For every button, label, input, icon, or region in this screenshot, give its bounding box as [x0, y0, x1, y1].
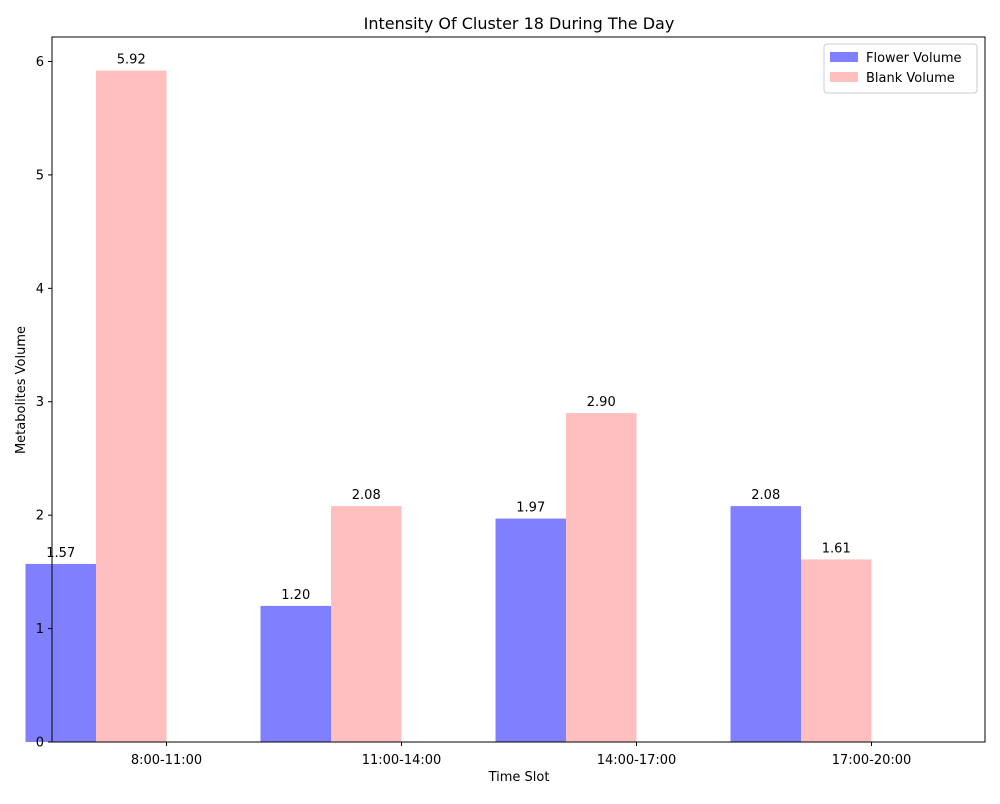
y-tick-label: 2 [36, 509, 44, 524]
legend-swatch [830, 52, 858, 62]
x-tick-label: 14:00-17:00 [597, 753, 677, 768]
data-label: 2.08 [352, 488, 381, 503]
x-axis-label: Time Slot [488, 770, 550, 785]
x-tick-label: 8:00-11:00 [131, 753, 202, 768]
legend: Flower Volume Blank Volume [823, 43, 978, 94]
legend-label: Flower Volume [866, 51, 962, 66]
x-tick-label: 11:00-14:00 [362, 753, 442, 768]
bar-blank-volume-3 [801, 559, 872, 742]
y-axis-label: Metabolites Volume [14, 326, 29, 454]
legend-frame [823, 43, 978, 94]
y-tick-label: 4 [36, 282, 44, 297]
x-axis-ticks: 8:00-11:00 11:00-14:00 14:00-17:00 17:00-20… [131, 742, 911, 768]
bar-blank-volume-0 [96, 70, 167, 743]
y-axis-ticks: 0 1 2 3 4 5 6 [36, 55, 52, 751]
data-label: 1.97 [516, 501, 545, 516]
data-label: 5.92 [117, 53, 146, 68]
plot-frame [51, 36, 986, 743]
bar-group [25, 70, 872, 743]
chart-title: Intensity Of Cluster 18 During The Day [364, 14, 675, 33]
bar-flower-volume-3 [730, 506, 801, 742]
y-tick-label: 5 [36, 168, 44, 183]
data-label: 2.08 [751, 488, 780, 503]
data-label: 2.90 [587, 395, 616, 410]
bar-flower-volume-2 [495, 518, 566, 742]
y-tick-label: 1 [36, 622, 44, 637]
bar-flower-volume-0 [25, 563, 96, 742]
data-label: 1.57 [46, 546, 75, 561]
x-tick-label: 17:00-20:00 [832, 753, 912, 768]
y-tick-label: 0 [36, 736, 44, 751]
legend-swatch [830, 72, 858, 82]
bar-flower-volume-1 [260, 605, 331, 742]
y-tick-label: 3 [36, 395, 44, 410]
data-label: 1.20 [281, 588, 310, 603]
data-label: 1.61 [822, 541, 851, 556]
legend-label: Blank Volume [866, 71, 955, 86]
value-label-group: 1.57 5.92 1.20 2.08 1.97 2.90 2.08 1.61 [46, 53, 850, 603]
bar-blank-volume-2 [566, 413, 637, 742]
y-tick-label: 6 [36, 55, 44, 70]
bar-blank-volume-1 [331, 506, 402, 742]
